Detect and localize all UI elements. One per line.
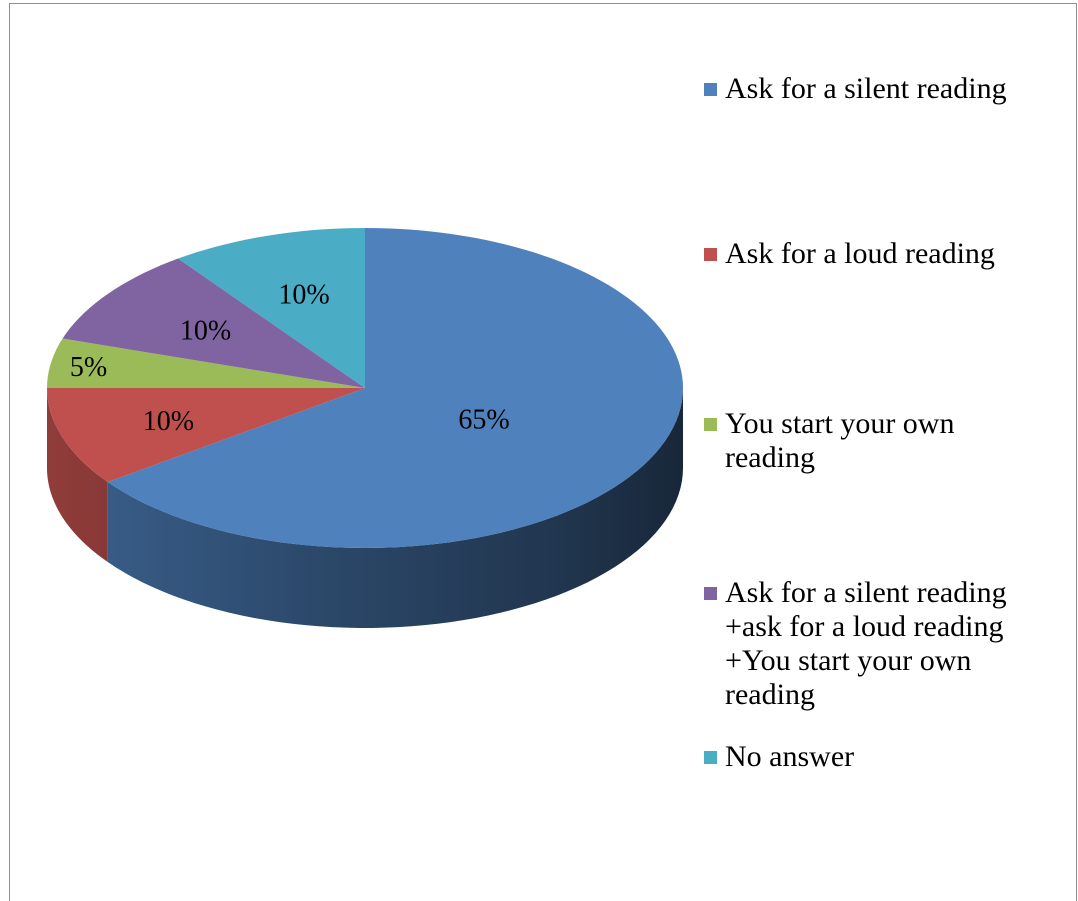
pie-slice-no-answer xyxy=(178,228,365,388)
pie-slice-ask-for-a-silent-reading xyxy=(107,228,684,548)
legend-item-no-answer: No answer xyxy=(704,740,1065,774)
pie-sides xyxy=(47,388,684,628)
pie-labels: 65% 10% 5% 10% 10% xyxy=(70,280,510,437)
frame-border-right xyxy=(1076,3,1077,901)
data-label-ask-for-a-silent-reading-ask-for-a-loud-reading-you-start-your-own-reading: 10% xyxy=(180,316,231,347)
legend-swatch xyxy=(704,418,717,431)
pie-slice-ask-for-a-silent-reading-ask-for-a-loud-reading-you-start-your-own-reading xyxy=(62,258,366,388)
data-label-you-start-your-own-reading: 5% xyxy=(70,352,107,383)
legend-swatch xyxy=(704,751,717,764)
legend-item-you-start-your-own-reading: You start your own reading xyxy=(704,407,1065,475)
pie-tops xyxy=(47,228,684,548)
frame-border-top xyxy=(9,3,1076,4)
pie-chart: 65% 10% 5% 10% 10% xyxy=(47,228,684,628)
legend-swatch xyxy=(704,83,717,96)
legend-item-ask-for-a-silent-reading: Ask for a silent reading xyxy=(704,72,1065,106)
legend-label: You start your own reading xyxy=(725,407,955,474)
pie-side-ask-for-a-loud-reading xyxy=(47,388,108,563)
data-label-ask-for-a-silent-reading: 65% xyxy=(458,405,509,436)
legend-label: No answer xyxy=(725,740,855,773)
pie-slice-ask-for-a-loud-reading xyxy=(47,388,365,483)
legend-swatch xyxy=(704,587,717,600)
legend-swatch xyxy=(704,248,717,261)
pie-slice-you-start-your-own-reading xyxy=(47,338,365,388)
frame-border-left xyxy=(9,3,10,901)
legend-item-ask-for-a-loud-reading: Ask for a loud reading xyxy=(704,237,1065,271)
legend-label: Ask for a silent reading +ask for a loud… xyxy=(725,576,1007,711)
pie-side-ask-for-a-silent-reading xyxy=(107,388,684,628)
legend-item-ask-for-a-silent-reading-ask-for-a-loud-reading-you-start-your-own-reading: Ask for a silent reading +ask for a loud… xyxy=(704,576,1065,712)
data-label-ask-for-a-loud-reading: 10% xyxy=(143,406,194,437)
legend-label: Ask for a loud reading xyxy=(725,237,995,270)
data-label-no-answer: 10% xyxy=(278,280,329,311)
legend-label: Ask for a silent reading xyxy=(725,72,1007,105)
